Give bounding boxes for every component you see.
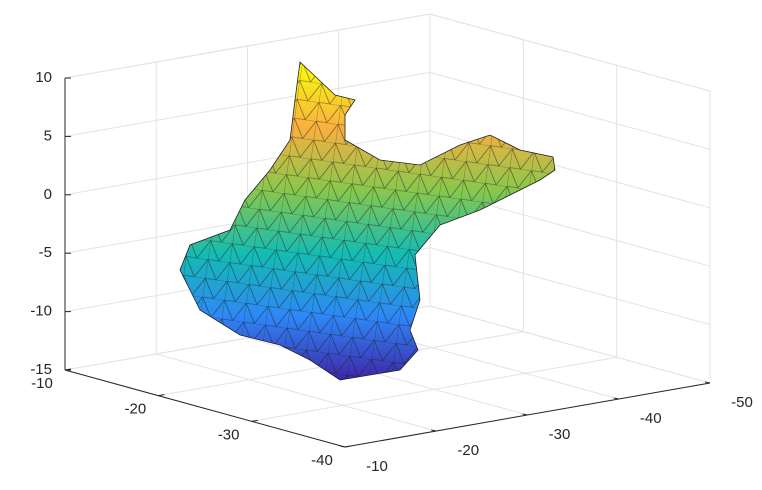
y-tick xyxy=(339,445,346,448)
x-tick xyxy=(251,419,258,422)
y-tick-label: -30 xyxy=(549,426,571,443)
x-tick-label: -10 xyxy=(31,375,53,392)
y-tick-label: -50 xyxy=(731,394,753,411)
z-tick-label: -5 xyxy=(39,244,52,261)
z-tick-label: -15 xyxy=(30,361,52,378)
x-tick-label: -40 xyxy=(311,452,333,469)
y-tick xyxy=(431,429,437,432)
y-tick-label: -10 xyxy=(366,458,388,475)
z-tick-label: -10 xyxy=(30,303,52,320)
x-tick-label: -20 xyxy=(124,401,146,418)
x-axis xyxy=(64,369,346,448)
grid-line xyxy=(156,353,437,432)
y-tick xyxy=(522,413,528,416)
x-tick xyxy=(344,445,352,448)
z-tick-label: 5 xyxy=(44,127,52,144)
x-tick xyxy=(158,394,165,397)
grid-line xyxy=(429,305,711,384)
grid-line xyxy=(429,247,711,326)
box-edge xyxy=(429,13,711,92)
y-tick-label: -40 xyxy=(640,410,662,427)
x-tick xyxy=(64,368,72,371)
surface-mesh xyxy=(180,62,555,380)
box-edge xyxy=(64,13,431,79)
z-tick-label: 10 xyxy=(35,69,52,86)
surface xyxy=(179,61,556,381)
z-tick-label: 0 xyxy=(44,186,52,203)
x-tick-label: -30 xyxy=(218,426,240,443)
grid-line xyxy=(429,71,711,150)
y-tick-label: -20 xyxy=(457,442,479,459)
y-tick xyxy=(613,397,619,400)
y-tick xyxy=(704,381,711,384)
